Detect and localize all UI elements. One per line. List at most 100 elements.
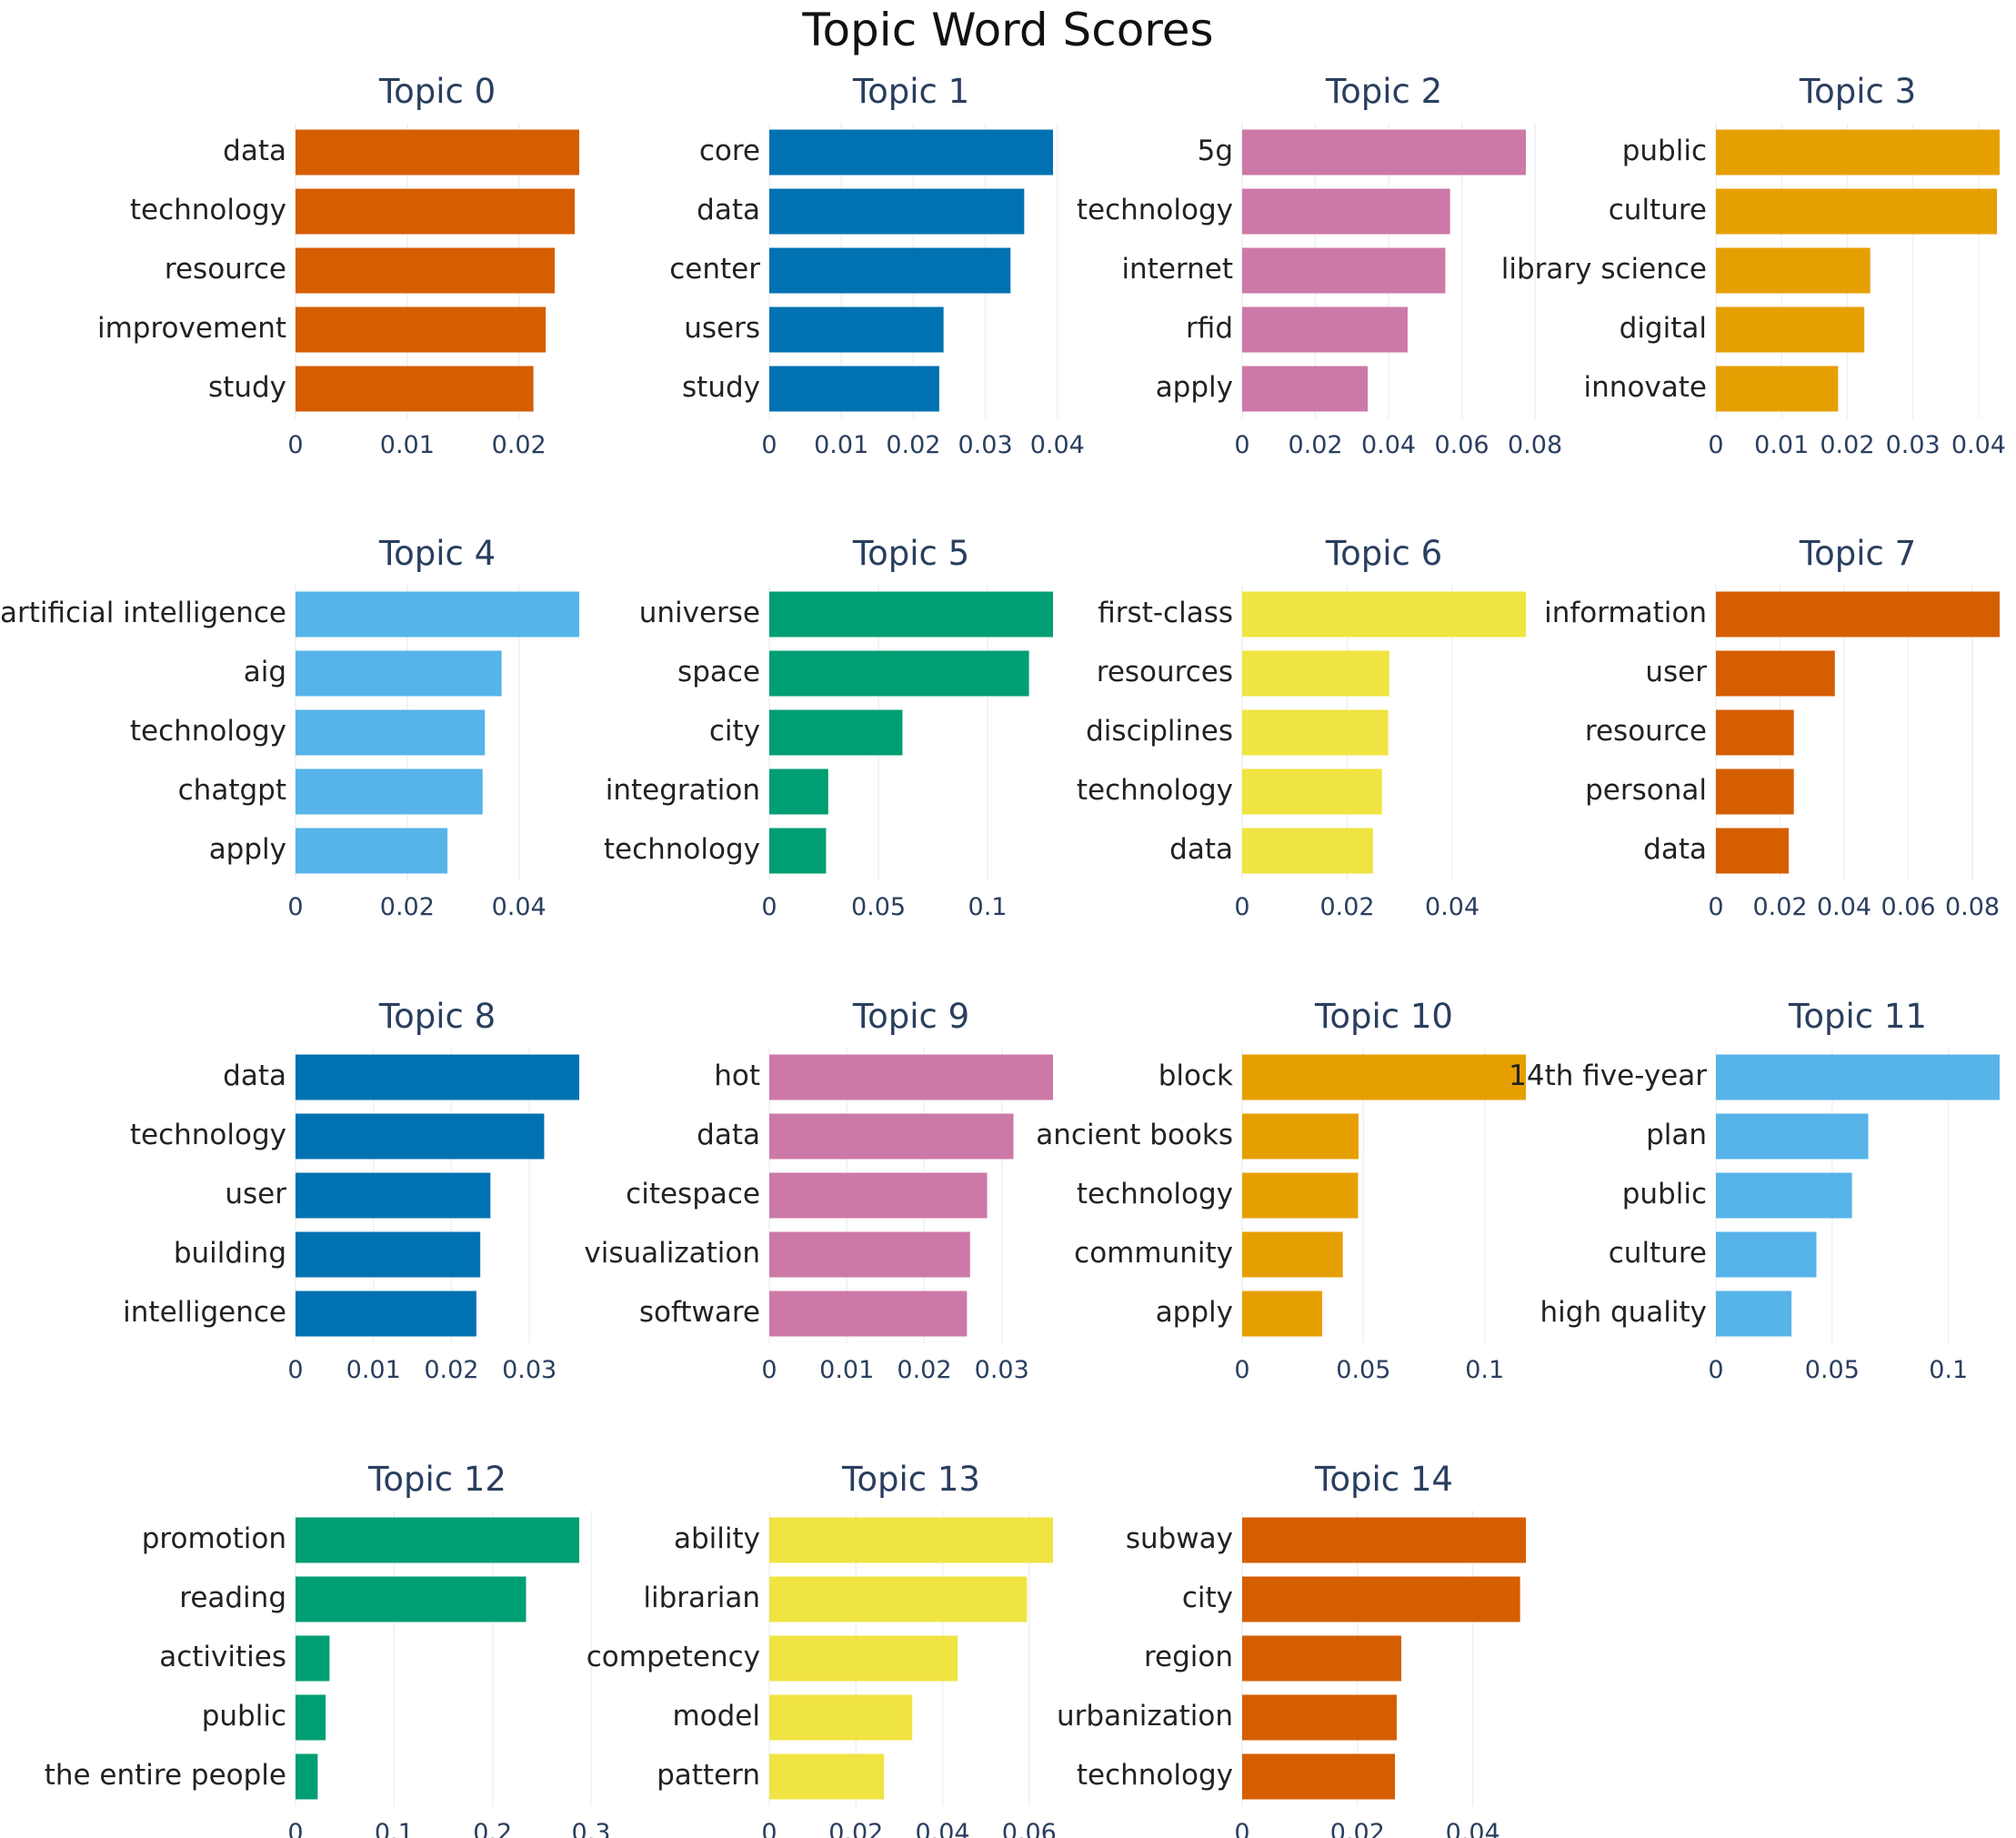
bar — [1242, 1753, 1396, 1800]
category-label: 14th five-year — [1509, 1060, 1707, 1092]
tick-label: 0.06 — [1002, 1819, 1057, 1838]
category-label: public — [202, 1700, 286, 1733]
topic-panel: Topic 5 universe space city integration techn… — [604, 534, 1053, 921]
bar — [1716, 1291, 1792, 1337]
category-label: integration — [606, 774, 760, 807]
tick-label: 0 — [1234, 1819, 1249, 1838]
bar — [1242, 1291, 1322, 1337]
bar — [296, 828, 448, 874]
category-label: apply — [209, 833, 286, 866]
tick-label: 0.1 — [375, 1819, 414, 1838]
tick-label: 0 — [761, 431, 777, 459]
tick-label: 0.04 — [1446, 1819, 1500, 1838]
tick-label: 0 — [287, 893, 303, 921]
bar — [769, 1054, 1053, 1100]
bar — [296, 768, 483, 815]
tick-label: 0.03 — [1886, 431, 1941, 459]
tick-label: 0 — [287, 431, 303, 459]
tick-label: 0.03 — [502, 1356, 557, 1384]
panel-title: Topic 8 — [378, 997, 496, 1036]
bar — [1242, 366, 1369, 412]
category-label: technology — [130, 715, 286, 748]
category-label: plan — [1646, 1119, 1707, 1151]
tick-label: 0.04 — [915, 1819, 969, 1838]
bar — [1242, 1172, 1359, 1219]
tick-label: 0.06 — [1881, 893, 1935, 921]
tick-label: 0.05 — [851, 893, 906, 921]
bar — [1242, 129, 1526, 176]
tick-label: 0.1 — [968, 893, 1008, 921]
panel-title: Topic 12 — [367, 1460, 507, 1499]
category-label: apply — [1156, 371, 1233, 404]
category-label: technology — [1077, 1759, 1233, 1792]
bar — [1242, 306, 1408, 353]
tick-label: 0 — [1234, 893, 1249, 921]
bar — [1242, 1517, 1526, 1563]
category-label: resource — [165, 253, 286, 286]
category-label: user — [1645, 656, 1707, 688]
tick-label: 0.01 — [819, 1356, 874, 1384]
bar — [296, 366, 534, 412]
category-label: public — [1622, 1178, 1707, 1210]
category-label: culture — [1609, 194, 1707, 226]
category-label: disciplines — [1086, 715, 1233, 748]
topic-panel: Topic 9 hot data citespace visualization soft… — [584, 997, 1053, 1384]
category-label: technology — [1077, 194, 1233, 226]
bar — [296, 1576, 527, 1622]
bar — [296, 1635, 330, 1682]
bar — [296, 1231, 481, 1278]
topic-panel: Topic 3 public culture library science digit… — [1501, 72, 2006, 459]
tick-label: 0.02 — [1752, 893, 1807, 921]
bar — [1716, 591, 2000, 638]
bar — [769, 1517, 1053, 1563]
bar — [769, 1753, 885, 1800]
panel-title: Topic 3 — [1799, 72, 1916, 111]
category-label: ancient books — [1036, 1119, 1233, 1151]
tick-label: 0.02 — [886, 431, 940, 459]
topic-panel: Topic 0 data technology resource improvement… — [97, 72, 579, 459]
category-label: rfid — [1186, 312, 1233, 345]
category-label: core — [699, 135, 760, 167]
tick-label: 0.08 — [1508, 431, 1562, 459]
bar — [1242, 1635, 1402, 1682]
category-label: the entire people — [45, 1759, 286, 1792]
bar — [1716, 828, 1790, 874]
topic-panel: Topic 11 14th five-year plan public culture h… — [1509, 997, 2000, 1384]
bar — [296, 1113, 545, 1160]
figure-title: Topic Word Scores — [802, 4, 1214, 56]
bar — [1242, 1576, 1520, 1622]
bar — [1716, 188, 1998, 235]
bar — [1242, 247, 1446, 294]
category-label: artificial intelligence — [0, 597, 286, 629]
panel-title: Topic 4 — [378, 534, 496, 573]
tick-label: 0.1 — [1465, 1356, 1504, 1384]
bar — [1716, 709, 1794, 756]
tick-label: 0.02 — [1319, 893, 1374, 921]
bar — [296, 306, 547, 353]
bar — [1716, 650, 1835, 697]
panel-title: Topic 6 — [1325, 534, 1442, 573]
tick-label: 0.03 — [958, 431, 1013, 459]
tick-label: 0.01 — [380, 431, 435, 459]
bar — [769, 1635, 958, 1682]
tick-label: 0.05 — [1805, 1356, 1860, 1384]
tick-label: 0 — [1708, 893, 1723, 921]
bar — [1242, 1694, 1397, 1741]
bar — [1242, 188, 1450, 235]
tick-label: 0 — [761, 1819, 777, 1838]
category-label: study — [208, 371, 286, 404]
category-label: public — [1622, 135, 1707, 167]
category-label: first-class — [1098, 597, 1233, 629]
topic-panel: Topic 10 block ancient books technology comm… — [1036, 997, 1526, 1384]
tick-label: 0 — [1234, 431, 1249, 459]
category-label: improvement — [97, 312, 286, 345]
bar — [1242, 591, 1526, 638]
tick-label: 0.02 — [1820, 431, 1874, 459]
category-label: personal — [1585, 774, 1707, 807]
bar — [296, 188, 576, 235]
bar — [1716, 768, 1794, 815]
category-label: technology — [1077, 1178, 1233, 1210]
tick-label: 0 — [761, 1356, 777, 1384]
topic-panel: Topic 14 subway city region urbanization tech… — [1057, 1460, 1526, 1838]
tick-label: 0.02 — [492, 431, 547, 459]
